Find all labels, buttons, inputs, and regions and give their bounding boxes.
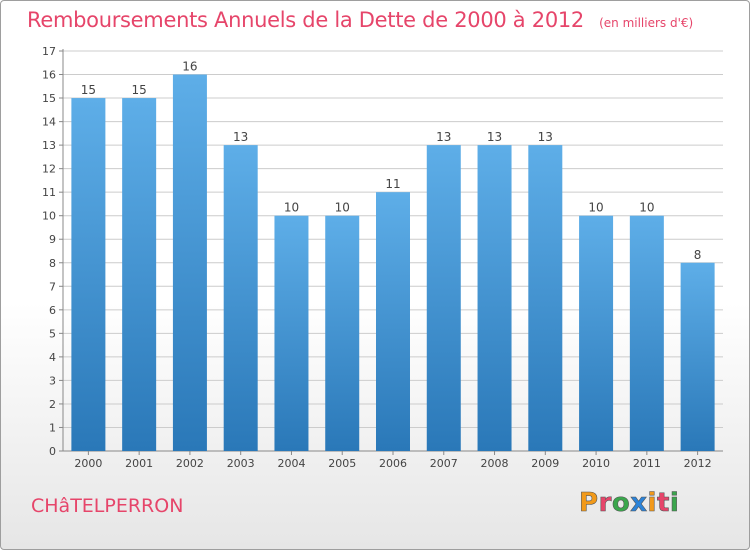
x-tick-label: 2004 [277,457,305,470]
chart-title: Remboursements Annuels de la Dette de 20… [27,8,693,32]
y-tick-label: 3 [49,374,56,387]
bar-value-label: 10 [284,201,299,215]
bar-value-label: 15 [132,83,147,97]
x-tick-label: 2011 [633,457,661,470]
y-tick-label: 16 [42,69,56,82]
bar [122,98,157,451]
bar-value-label: 8 [694,248,702,262]
bar [376,192,410,452]
bar-value-label: 15 [81,83,96,97]
y-tick-label: 1 [49,421,56,434]
bar [426,145,461,451]
y-tick-label: 11 [42,186,56,199]
chart-unit: (en milliers d'€) [599,16,694,30]
bar [579,215,614,451]
x-tick-label: 2002 [176,457,204,470]
brand-logo: Proxiti [579,488,680,519]
y-tick-label: 17 [42,45,56,58]
y-tick-label: 15 [42,92,56,105]
brand-letter: o [611,488,631,519]
x-tick-label: 2008 [481,457,509,470]
y-tick-label: 4 [49,351,56,364]
brand-letter: t [656,488,670,519]
x-tick-label: 2007 [430,457,458,470]
x-tick-label: 2006 [379,457,407,470]
y-tick-label: 6 [49,304,56,317]
bar [223,145,258,451]
bar-value-label: 16 [182,60,197,74]
bar-value-label: 10 [335,201,350,215]
brand-letter: i [669,488,680,519]
y-tick-label: 14 [42,116,56,129]
bar [71,98,106,451]
brand-letter: P [579,488,599,519]
bar [629,215,664,451]
bar-value-label: 13 [233,130,248,144]
bar-value-label: 13 [538,130,553,144]
bar [680,262,715,451]
chart-title-text: Remboursements Annuels de la Dette de 20… [27,8,584,32]
y-tick-label: 7 [49,280,56,293]
commune-name: CHâTELPERRON [31,495,184,517]
x-tick-label: 2012 [684,457,712,470]
bar [274,215,309,451]
y-tick-label: 13 [42,139,56,152]
y-tick-label: 12 [42,163,56,176]
x-tick-label: 2010 [582,457,610,470]
brand-letter: r [598,488,612,519]
x-tick-label: 2009 [531,457,559,470]
bar [477,145,512,451]
x-tick-label: 2003 [227,457,255,470]
brand-letter: i [647,488,657,519]
bar-value-label: 11 [385,177,400,191]
x-tick-label: 2000 [74,457,102,470]
y-tick-label: 0 [49,445,56,458]
bar-value-label: 10 [588,201,603,215]
bar-value-label: 10 [639,201,654,215]
brand-letter: x [630,488,648,519]
y-tick-label: 8 [49,257,56,270]
bar [528,145,563,451]
bar-value-label: 13 [436,130,451,144]
y-tick-label: 10 [42,210,56,223]
bar-value-label: 13 [487,130,502,144]
y-tick-label: 9 [49,233,56,246]
bar [172,74,207,451]
y-tick-label: 5 [49,327,56,340]
x-tick-label: 2001 [125,457,153,470]
x-tick-label: 2005 [328,457,356,470]
bar [325,215,360,451]
y-tick-label: 2 [49,398,56,411]
